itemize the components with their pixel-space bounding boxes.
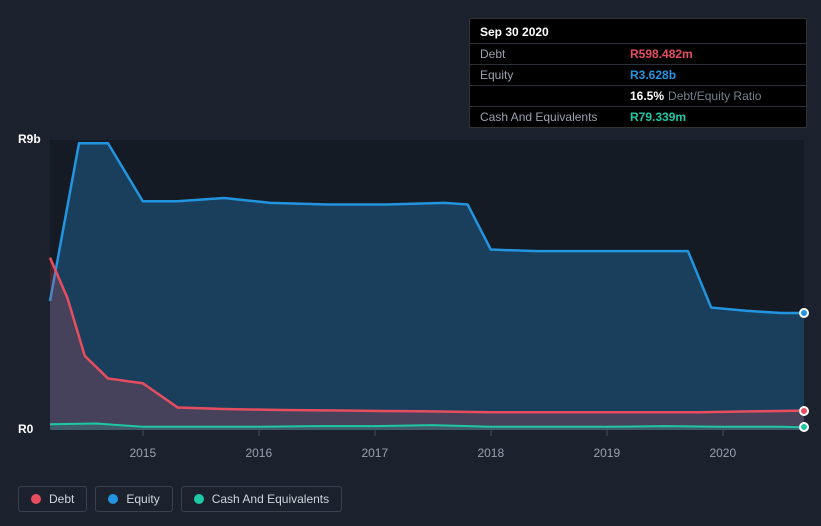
tooltip-row-label	[480, 89, 630, 103]
tooltip-row-label: Equity	[480, 68, 630, 82]
tooltip-row-value: R3.628b	[630, 68, 676, 82]
tooltip-row: 16.5% Debt/Equity Ratio	[470, 85, 806, 106]
legend-label: Debt	[49, 492, 74, 506]
legend-item[interactable]: Cash And Equivalents	[181, 486, 342, 512]
x-axis-label: 2018	[477, 446, 504, 460]
x-axis-label: 2016	[245, 446, 272, 460]
x-tick-line	[722, 430, 723, 436]
tooltip-row-value: R79.339m	[630, 110, 686, 124]
x-tick-line	[142, 430, 143, 436]
x-tick-line	[490, 430, 491, 436]
x-axis-label: 2017	[361, 446, 388, 460]
x-axis-label: 2019	[593, 446, 620, 460]
legend-dot-icon	[194, 494, 204, 504]
y-axis-label: R9b	[18, 132, 41, 146]
debt-equity-chart-container: Sep 30 2020 DebtR598.482mEquityR3.628b16…	[0, 0, 821, 526]
legend-label: Equity	[126, 492, 159, 506]
legend-item[interactable]: Equity	[95, 486, 172, 512]
y-axis-label: R0	[18, 422, 33, 436]
tooltip-row: DebtR598.482m	[470, 43, 806, 64]
tooltip-row-label: Debt	[480, 47, 630, 61]
tooltip-row-suffix: Debt/Equity Ratio	[668, 89, 761, 103]
chart-tooltip: Sep 30 2020 DebtR598.482mEquityR3.628b16…	[469, 18, 807, 128]
tooltip-row: Cash And EquivalentsR79.339m	[470, 106, 806, 127]
tooltip-row: EquityR3.628b	[470, 64, 806, 85]
x-tick-line	[258, 430, 259, 436]
series-end-marker	[799, 308, 809, 318]
tooltip-row-label: Cash And Equivalents	[480, 110, 630, 124]
x-axis-label: 2020	[709, 446, 736, 460]
legend-label: Cash And Equivalents	[212, 492, 329, 506]
x-tick-line	[374, 430, 375, 436]
x-axis-label: 2015	[129, 446, 156, 460]
x-tick-line	[606, 430, 607, 436]
series-end-marker	[799, 406, 809, 416]
tooltip-row-value: R598.482m	[630, 47, 693, 61]
legend-item[interactable]: Debt	[18, 486, 87, 512]
chart-legend: Debt Equity Cash And Equivalents	[18, 486, 342, 512]
chart-svg	[50, 140, 804, 430]
x-axis: 2015 2016 2017 2018 2019 2020	[50, 430, 804, 460]
legend-dot-icon	[31, 494, 41, 504]
chart-plot-area[interactable]	[50, 140, 804, 430]
tooltip-row-value: 16.5%	[630, 89, 664, 103]
tooltip-date: Sep 30 2020	[470, 19, 806, 43]
series-area	[50, 143, 804, 430]
legend-dot-icon	[108, 494, 118, 504]
